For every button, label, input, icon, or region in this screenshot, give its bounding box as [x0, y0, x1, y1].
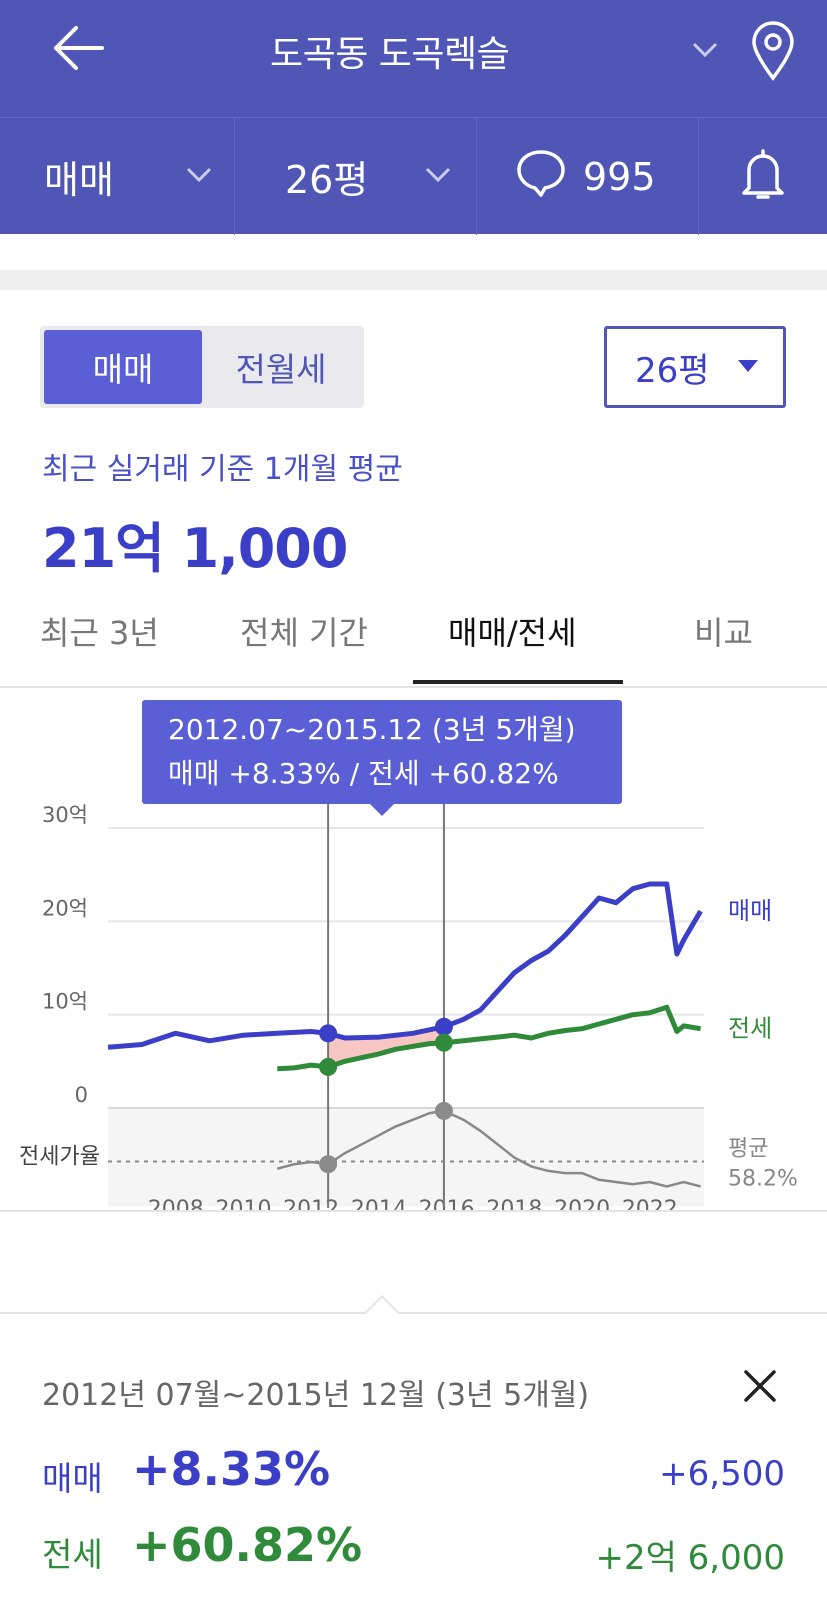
sale-range-dot	[434, 1017, 453, 1036]
series-line-sale	[107, 881, 703, 1050]
series-label-sale: 매매	[728, 897, 772, 925]
series-label-jeonse: 전세	[728, 1015, 772, 1043]
ratio-range-dot	[319, 1155, 338, 1174]
detail-jeonse-amount: +2억 6,000	[595, 1538, 785, 1578]
ratio-axis-label: 전세가율	[19, 1145, 100, 1170]
y-tick-label: 20억	[42, 896, 88, 920]
chevron-down-icon	[425, 167, 451, 183]
toggle-sale[interactable]: 매매	[44, 330, 202, 404]
tab-recent-3y[interactable]: 최근 3년	[40, 614, 159, 652]
chevron-down-icon[interactable]	[690, 38, 720, 62]
page-title: 도곡동 도곡렉슬	[270, 34, 510, 75]
tab-sale-jeonse[interactable]: 매매/전세	[448, 614, 577, 652]
x-tick-label: 2010	[215, 1197, 271, 1210]
size-select[interactable]: 26평	[604, 326, 786, 408]
y-tick-label: 30억	[42, 803, 88, 827]
detail-range: 2012년 07월~2015년 12월 (3년 5개월)	[42, 1378, 590, 1413]
ratio-range-dot	[434, 1101, 453, 1120]
x-tick-label: 2020	[554, 1197, 610, 1210]
tab-all-period[interactable]: 전체 기간	[240, 614, 368, 652]
detail-sale-pct: +8.33%	[132, 1442, 331, 1496]
panel-notch	[365, 1295, 399, 1329]
bell-icon	[742, 149, 784, 199]
tooltip-pointer	[370, 804, 394, 816]
ratio-area-background	[108, 1108, 704, 1206]
back-arrow-icon	[54, 26, 104, 70]
panel-divider	[0, 1312, 827, 1314]
y-tick-label: 0	[75, 1083, 88, 1107]
speech-bubble-icon	[517, 150, 565, 197]
series-line-jeonse	[277, 1004, 702, 1072]
x-tick-label: 2022	[622, 1197, 678, 1210]
size-label: 26평	[285, 158, 369, 202]
sale-range-dot	[319, 1024, 338, 1043]
location-button[interactable]	[748, 20, 798, 84]
top-app-bar: 도곡동 도곡렉슬	[0, 0, 827, 117]
x-tick-label: 2008	[148, 1197, 204, 1210]
toggle-rent[interactable]: 전월세	[235, 350, 327, 389]
ratio-line	[276, 1109, 701, 1188]
notification-button[interactable]	[699, 118, 827, 235]
jeonse-range-dot	[434, 1033, 453, 1052]
tab-compare[interactable]: 비교	[694, 614, 753, 652]
range-tooltip: 2012.07~2015.12 (3년 5개월) 매매 +8.33% / 전세 …	[142, 700, 622, 804]
ratio-average-label: 평균	[728, 1137, 768, 1162]
chevron-down-icon	[186, 167, 212, 183]
active-tab-indicator	[413, 680, 623, 684]
jeonse-range-dot	[319, 1057, 338, 1076]
filter-bar: 매매 26평 995	[0, 117, 827, 235]
size-dropdown[interactable]: 26평	[235, 118, 477, 235]
comment-count: 995	[583, 154, 656, 199]
x-tick-label: 2018	[486, 1197, 542, 1210]
caret-down-icon	[738, 360, 758, 372]
y-tick-label: 10억	[42, 990, 88, 1014]
trade-type-label: 매매	[44, 158, 114, 202]
tooltip-change: 매매 +8.33% / 전세 +60.82%	[168, 757, 559, 790]
detail-jeonse-pct: +60.82%	[132, 1518, 363, 1572]
tooltip-range: 2012.07~2015.12 (3년 5개월)	[168, 713, 576, 746]
trade-type-dropdown[interactable]: 매매	[0, 118, 235, 235]
x-tick-label: 2012	[283, 1197, 339, 1210]
comments-button[interactable]: 995	[477, 118, 699, 235]
complex-title-button[interactable]: 도곡동 도곡렉슬	[270, 18, 510, 84]
price-chart[interactable]: 30억 20억 10억 0 2008 2010 2012 2014 2016 2018 2020 2…	[0, 690, 827, 1210]
average-price: 21억 1,000	[42, 517, 348, 580]
average-caption: 최근 실거래 기준 1개월 평균	[42, 452, 403, 487]
x-tick-label: 2016	[419, 1197, 475, 1210]
section-divider	[0, 270, 827, 290]
detail-sale-amount: +6,500	[659, 1454, 785, 1494]
size-select-value: 26평	[635, 350, 710, 391]
close-button[interactable]	[738, 1364, 782, 1408]
chart-divider	[0, 1210, 827, 1212]
location-pin-icon	[752, 21, 794, 81]
x-tick-label: 2014	[351, 1197, 407, 1210]
close-icon	[744, 1370, 776, 1402]
period-tabs: 최근 3년 전체 기간 매매/전세 비교	[0, 596, 827, 688]
detail-sale-label: 매매	[42, 1459, 103, 1498]
back-button[interactable]	[48, 22, 112, 78]
detail-jeonse-label: 전세	[42, 1535, 103, 1574]
ratio-average-value: 58.2%	[728, 1167, 798, 1192]
trade-mode-toggle: 매매 전월세	[40, 326, 364, 408]
